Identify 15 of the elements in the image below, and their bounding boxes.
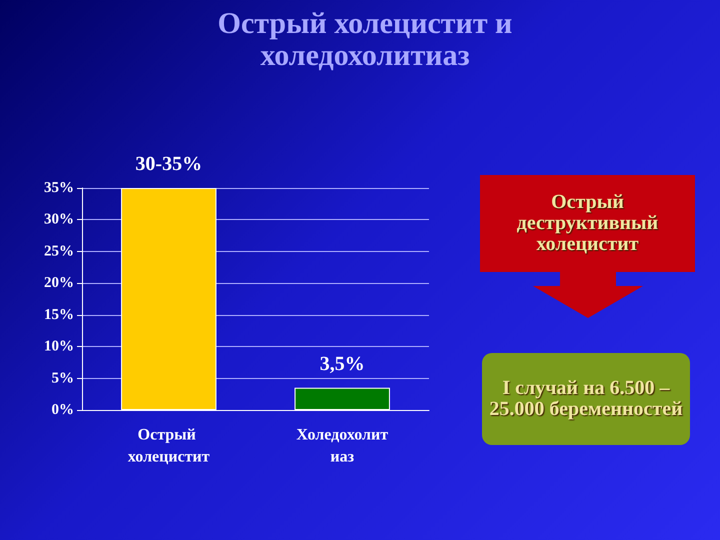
x-tick-label: Холедохолитиаз (296, 426, 388, 466)
x-tick-label: Острый холецистит (128, 426, 210, 466)
y-tick-label: 10% (44, 338, 74, 355)
y-tick-label: 20% (44, 275, 74, 292)
y-tick-label: 25% (44, 243, 74, 260)
text: I случай на 6.500 – 25.000 беременностей (482, 353, 690, 445)
chart-title: Острый холецистит и холедохолитиаз (216, 7, 514, 72)
y-tick-label: 15% (44, 306, 74, 323)
y-tick-label: 35% (44, 180, 74, 196)
y-tick-label: 0% (52, 402, 74, 418)
y-tick-label: 30% (44, 212, 74, 228)
annotation: 30-35% (135, 153, 202, 175)
data-label: 3,5% (320, 352, 365, 375)
text: Острый деструктивный холецистит (480, 175, 695, 272)
y-tick-label: 5% (52, 370, 74, 386)
